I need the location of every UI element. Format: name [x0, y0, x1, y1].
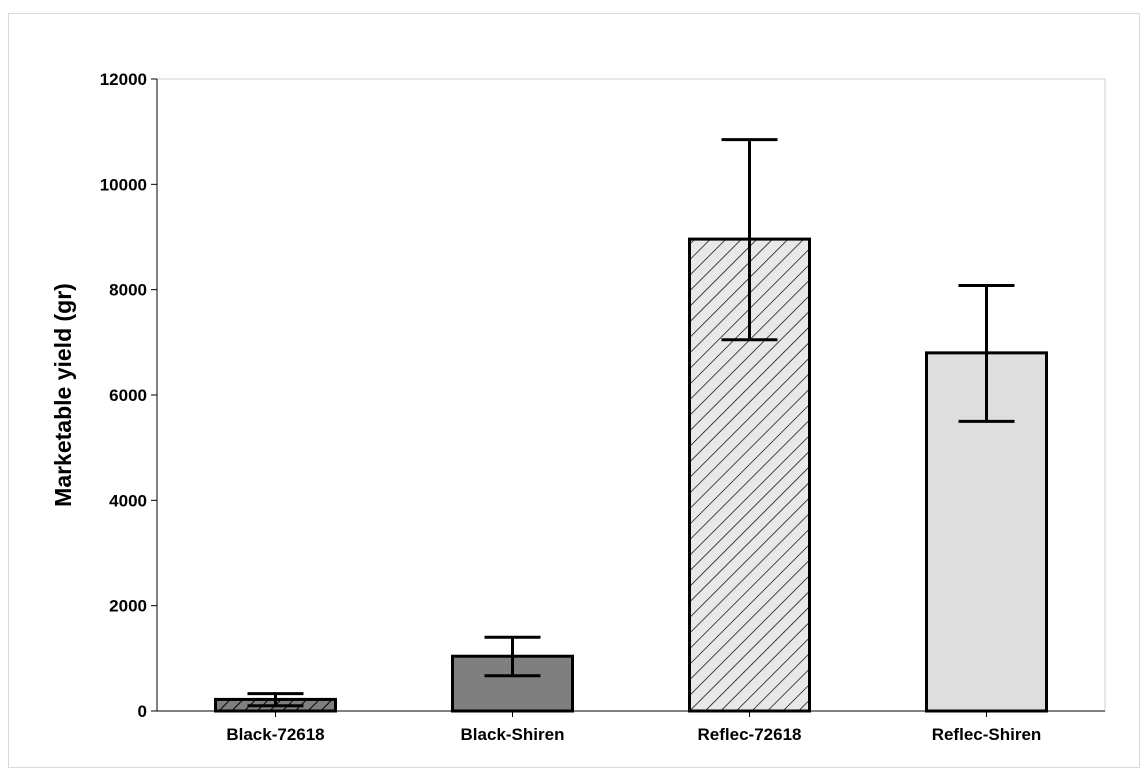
y-tick-label: 4000	[109, 491, 147, 510]
x-tick-label: Black-72618	[226, 725, 324, 744]
y-tick-label: 10000	[100, 175, 147, 194]
y-axis-title: Marketable yield (gr)	[50, 283, 76, 507]
bar-black-shiren	[451, 654, 574, 713]
y-tick-label: 6000	[109, 386, 147, 405]
x-tick-label: Black-Shiren	[461, 725, 565, 744]
x-tick-label: Reflec-72618	[698, 725, 802, 744]
y-tick-label: 0	[138, 702, 147, 721]
y-tick-label: 2000	[109, 597, 147, 616]
x-tick-label: Reflec-Shiren	[932, 725, 1042, 744]
y-tick-label: 8000	[109, 281, 147, 300]
y-tick-label: 12000	[100, 70, 147, 89]
